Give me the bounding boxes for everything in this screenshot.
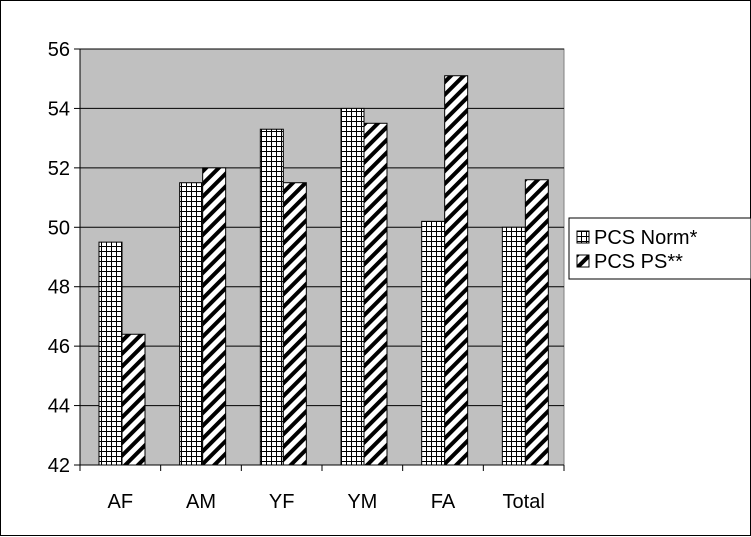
bar-norm-am: [179, 182, 204, 466]
y-tick-label-54: 54: [48, 98, 70, 120]
plot-background: [79, 48, 565, 466]
legend-label-norm: PCS Norm*: [594, 227, 698, 249]
y-tick-label-52: 52: [48, 158, 70, 180]
bar-ps-ym: [363, 122, 388, 466]
legend-swatch-ps: [576, 254, 590, 268]
x-tick-label-ym: YM: [347, 491, 377, 513]
y-tick-label-50: 50: [48, 217, 70, 239]
bar-ps-yf: [282, 182, 307, 466]
x-tick-label-yf: YF: [269, 491, 295, 513]
bar-norm-yf: [259, 128, 284, 466]
y-tick-label-48: 48: [48, 277, 70, 299]
legend-label-ps: PCS PS**: [594, 251, 683, 273]
legend-swatch-norm: [576, 230, 590, 244]
bar-norm-af: [98, 241, 123, 466]
y-tick-label-46: 46: [48, 336, 70, 358]
bar-ps-am: [202, 167, 227, 466]
x-tick-label-total: Total: [503, 491, 545, 513]
plot-area: [79, 48, 565, 466]
x-tick-label-af: AF: [108, 491, 134, 513]
legend-box: [568, 217, 751, 280]
x-tick-label-am: AM: [186, 491, 216, 513]
legend: PCS Norm*PCS PS**: [568, 217, 751, 280]
bar-ps-total: [524, 179, 549, 466]
bar-norm-total: [501, 226, 526, 466]
y-tick-label-44: 44: [48, 396, 70, 418]
y-tick-label-56: 56: [48, 39, 70, 61]
axes: 42 44 46 48 50 52 54 56 AF AM YF YM FA Total: [48, 39, 565, 513]
y-tick-label-42: 42: [48, 455, 70, 477]
bar-norm-fa: [421, 220, 446, 466]
bar-norm-ym: [340, 107, 365, 466]
bar-ps-fa: [444, 75, 469, 466]
bar-ps-af: [121, 333, 146, 466]
x-tick-label-fa: FA: [431, 491, 456, 513]
